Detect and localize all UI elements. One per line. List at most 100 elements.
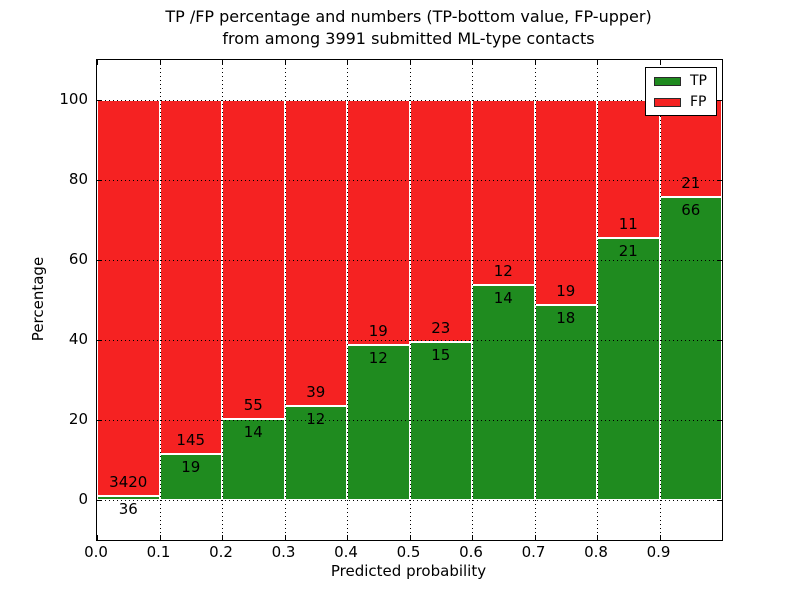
x-gridline <box>284 60 286 540</box>
bar-label-tp: 12 <box>368 349 388 368</box>
x-tick-mark <box>347 535 348 540</box>
y-tick-mark <box>717 500 722 501</box>
x-tick-mark <box>409 535 411 540</box>
x-tick-mark <box>284 535 286 540</box>
y-tick-mark <box>717 420 722 421</box>
bar-label-fp: 145 <box>176 430 206 449</box>
x-gridline <box>597 60 598 540</box>
bar-label-fp: 55 <box>243 395 263 414</box>
y-tick-label: 80 <box>68 170 88 188</box>
y-tick-label: 100 <box>59 90 88 108</box>
legend-item-fp: FP <box>654 95 707 109</box>
y-tick-mark <box>97 500 102 501</box>
bar-segment-fp <box>159 100 222 454</box>
bar-label-tp: 19 <box>181 457 201 476</box>
x-tick-mark <box>659 60 661 65</box>
x-tick-mark <box>159 60 161 65</box>
y-tick-label: 40 <box>68 330 88 348</box>
x-tick-label: 0.0 <box>84 543 108 561</box>
bar-segment-fp <box>97 100 160 496</box>
x-tick-label: 0.9 <box>646 543 671 561</box>
y-tick-label: 60 <box>68 250 88 268</box>
y-tick-mark <box>717 180 722 181</box>
x-gridline <box>534 60 536 540</box>
x-axis-label: Predicted probability <box>330 562 487 580</box>
bar-segment-tp <box>284 405 347 500</box>
y-tick-mark <box>97 100 102 101</box>
x-tick-label: 0.4 <box>334 543 358 561</box>
legend-item-tp: TP <box>654 74 707 88</box>
x-tick-mark <box>597 535 598 540</box>
x-tick-mark <box>472 60 473 65</box>
legend-label-tp: TP <box>690 73 707 89</box>
x-tick-label: 0.7 <box>521 543 546 561</box>
y-tick-mark <box>717 100 722 101</box>
bar-segment-tp <box>472 284 535 500</box>
x-gridline <box>159 60 161 540</box>
x-gridline <box>347 60 348 540</box>
x-gridline <box>409 60 411 540</box>
bar-label-tp: 15 <box>431 346 451 365</box>
x-tick-mark <box>97 60 98 65</box>
plot-area: 3420 36 145 19 55 14 39 12 19 12 23 15 12 14 19 18 11 21 2… <box>96 59 723 541</box>
chart-title-line-2: from among 3991 submitted ML-type contac… <box>222 29 595 48</box>
bar-segment-fp <box>534 100 597 306</box>
bar-segment-tp <box>97 495 160 500</box>
bar-label-tp: 14 <box>243 422 263 441</box>
bar-label-tp: 36 <box>118 499 138 518</box>
x-tick-mark <box>472 535 473 540</box>
x-tick-mark <box>284 60 286 65</box>
y-tick-mark <box>97 180 102 181</box>
bar-label-fp: 19 <box>368 322 388 341</box>
bar-segment-fp <box>409 100 472 343</box>
bar-label-tp: 66 <box>681 200 701 219</box>
bar-label-fp: 39 <box>306 382 326 401</box>
x-tick-label: 0.5 <box>396 543 421 561</box>
x-tick-mark <box>159 535 161 540</box>
y-tick-label: 0 <box>78 490 88 508</box>
x-tick-label: 0.8 <box>584 543 608 561</box>
bar-label-tp: 14 <box>493 288 513 307</box>
y-tick-mark <box>97 420 102 421</box>
bar-segment-fp <box>284 100 347 406</box>
bar-label-fp: 3420 <box>109 472 148 491</box>
y-tick-mark <box>717 260 722 261</box>
bar-segment-tp <box>597 237 660 500</box>
x-tick-mark <box>222 60 223 65</box>
x-tick-mark <box>534 535 536 540</box>
bar-label-fp: 21 <box>681 173 701 192</box>
bar-label-tp: 18 <box>556 309 576 328</box>
bar-label-tp: 12 <box>306 409 326 428</box>
bar-segment-tp <box>347 345 410 500</box>
x-tick-mark <box>659 535 661 540</box>
legend-label-fp: FP <box>690 94 707 110</box>
x-tick-label: 0.2 <box>209 543 233 561</box>
chart-title-line-1: TP /FP percentage and numbers (TP-bottom… <box>165 7 652 26</box>
y-tick-mark <box>717 340 722 341</box>
x-tick-mark <box>534 60 536 65</box>
y-axis-label: Percentage <box>29 256 47 342</box>
legend-swatch-tp <box>654 76 681 86</box>
bar-label-fp: 12 <box>493 261 513 280</box>
x-tick-mark <box>222 535 223 540</box>
x-tick-mark <box>347 60 348 65</box>
x-tick-label: 0.3 <box>271 543 296 561</box>
legend: TP FP <box>645 67 717 116</box>
x-gridline <box>472 60 473 540</box>
bar-label-fp: 23 <box>431 319 451 338</box>
x-tick-mark <box>97 535 98 540</box>
legend-swatch-fp <box>654 97 681 107</box>
x-tick-label: 0.6 <box>459 543 483 561</box>
bar-label-tp: 21 <box>618 241 638 260</box>
bar-segment-tp <box>159 453 222 500</box>
x-gridline <box>659 60 661 540</box>
x-tick-mark <box>409 60 411 65</box>
bar-segment-fp <box>222 100 285 419</box>
x-tick-label: 0.1 <box>146 543 171 561</box>
y-tick-mark <box>97 260 102 261</box>
y-tick-mark <box>97 340 102 341</box>
y-tick-label: 20 <box>68 410 88 428</box>
bar-segment-tp <box>409 342 472 500</box>
bar-label-fp: 19 <box>556 282 576 301</box>
